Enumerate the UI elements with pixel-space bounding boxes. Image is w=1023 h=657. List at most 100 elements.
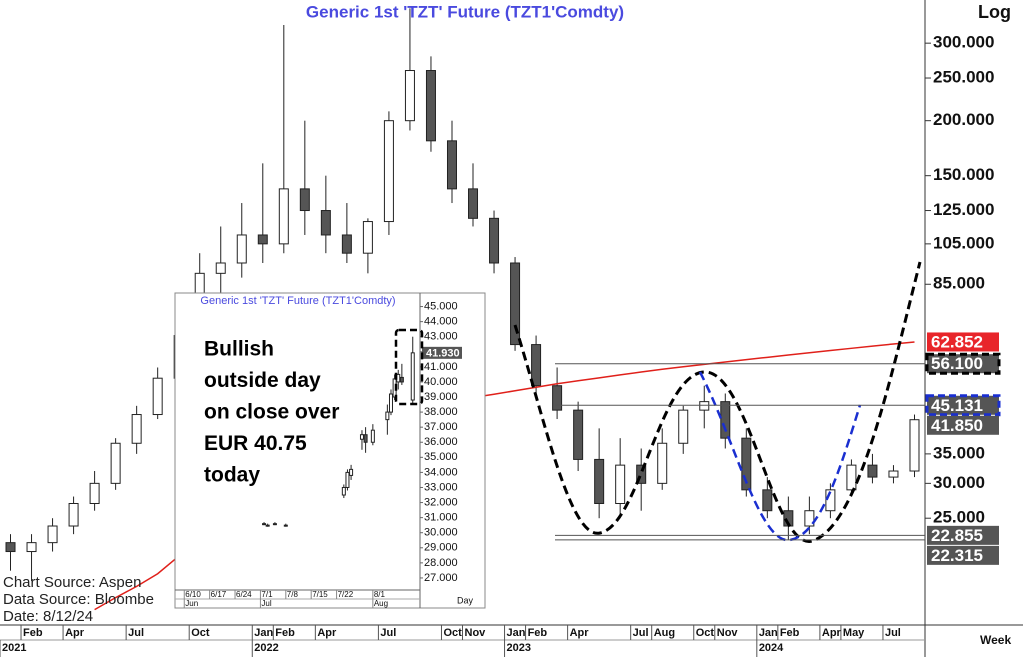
candle-body — [47, 525, 58, 544]
x-tick-label: 7/8 — [287, 590, 299, 599]
y-tick-label: 300.000 — [933, 33, 994, 52]
candle-body — [678, 409, 689, 444]
y-tick-label: 105.000 — [933, 233, 994, 252]
x-tick-label: 6/24 — [236, 590, 252, 599]
candle-body — [446, 140, 457, 190]
x-tick-label: Jan — [507, 627, 526, 639]
year-label: 2023 — [507, 642, 531, 654]
candle-body — [594, 458, 605, 504]
candle-body — [110, 442, 121, 484]
y-tick-label: 45.000 — [424, 300, 458, 312]
x-tick-label: 6/10 — [185, 590, 201, 599]
y-tick-label: 35.000 — [424, 451, 458, 463]
candle-body — [345, 471, 350, 488]
candle-body — [552, 385, 563, 411]
y-tick-label: 33.000 — [424, 481, 458, 493]
candle-body — [573, 409, 584, 460]
annotation: today — [204, 464, 260, 487]
x-tick-label: Jul — [380, 627, 396, 639]
candle-body — [867, 464, 878, 478]
year-label: 2022 — [254, 642, 278, 654]
x-tick-label: Nov — [465, 627, 487, 639]
y-tick-label: 37.000 — [424, 421, 458, 433]
period-label: Week — [980, 633, 1011, 647]
x-tick-label: Jul — [128, 627, 144, 639]
candle-body — [299, 188, 310, 212]
candle-body — [362, 221, 373, 254]
candle-body — [341, 486, 346, 496]
inset-title: Generic 1st 'TZT' Future (TZT1'Comdty) — [200, 295, 395, 307]
y-tick-label: 85.000 — [933, 274, 985, 293]
x-tick-label: Feb — [23, 627, 43, 639]
pattern-curve — [698, 371, 862, 542]
annotation: outside day — [204, 369, 321, 392]
y-tick-label: 150.000 — [933, 165, 994, 184]
candle-body — [272, 523, 277, 526]
candle-body — [26, 542, 37, 553]
annotation: Bullish — [204, 338, 274, 361]
year-label: 2021 — [2, 642, 26, 654]
y-tick-label: 38.000 — [424, 406, 458, 418]
candle-body — [341, 234, 352, 254]
y-tick-label: 32.000 — [424, 496, 458, 508]
x-tick-label: Apr — [317, 627, 337, 639]
y-tick-label: 125.000 — [933, 200, 994, 219]
price-tag-label: 22.855 — [931, 526, 983, 545]
candle-body — [489, 217, 500, 264]
y-tick-label: 41.000 — [424, 361, 458, 373]
candle-body — [257, 234, 268, 245]
candle-body — [265, 524, 270, 527]
y-tick-label: 27.000 — [424, 572, 458, 584]
y-tick-label: 35.000 — [933, 443, 985, 462]
y-tick-label: 250.000 — [933, 68, 994, 87]
price-tag — [927, 332, 999, 352]
candle-body — [385, 411, 390, 421]
y-tick-label: 25.000 — [933, 508, 985, 527]
period-label: Day — [457, 595, 474, 605]
candle-body — [510, 262, 521, 346]
y-tick-label: 30.000 — [933, 473, 985, 492]
x-tick-label: Oct — [443, 627, 462, 639]
annotation: EUR 40.75 — [204, 432, 307, 455]
candle-body — [388, 393, 393, 413]
price-tag — [927, 525, 999, 545]
x-tick-label: Jan — [254, 627, 273, 639]
price-tag-label: 22.315 — [931, 546, 983, 565]
scale-label: Log — [978, 2, 1011, 22]
x-tick-label: Feb — [780, 627, 800, 639]
year-label: 2024 — [759, 642, 784, 654]
x-tick-label: Nov — [717, 627, 739, 639]
y-tick-label: 30.000 — [424, 527, 458, 539]
candle-body — [720, 401, 731, 439]
source-note: Date: 8/12/24 — [3, 608, 93, 625]
y-tick-label: 31.000 — [424, 512, 458, 524]
candle-body — [359, 434, 364, 440]
candle-body — [383, 120, 394, 223]
price-tag-label: 41.850 — [931, 416, 983, 435]
candle-body — [804, 510, 815, 527]
x-tick-label: Oct — [696, 627, 715, 639]
candle-body — [888, 470, 899, 478]
source-note: Chart Source: Aspen — [3, 574, 141, 591]
candle-body — [825, 489, 836, 512]
candle-body — [236, 234, 247, 264]
candle-body — [531, 344, 542, 387]
candle-body — [5, 542, 16, 553]
x-tick-label: Apr — [65, 627, 85, 639]
candle-body — [262, 523, 267, 526]
x-tick-label: 7/22 — [338, 590, 354, 599]
y-tick-label: 44.000 — [424, 316, 458, 328]
candle-body — [699, 401, 710, 411]
candle-body — [89, 482, 100, 504]
candle-body — [762, 489, 773, 512]
candle-body — [131, 414, 142, 444]
y-tick-label: 28.000 — [424, 557, 458, 569]
candle-body — [363, 434, 368, 443]
candle-body — [68, 502, 79, 527]
x-tick-label: 7/1 — [261, 590, 273, 599]
x-tick-label: 8/1 — [374, 590, 386, 599]
inset-frame — [174, 292, 486, 609]
price-tag — [925, 352, 1001, 375]
